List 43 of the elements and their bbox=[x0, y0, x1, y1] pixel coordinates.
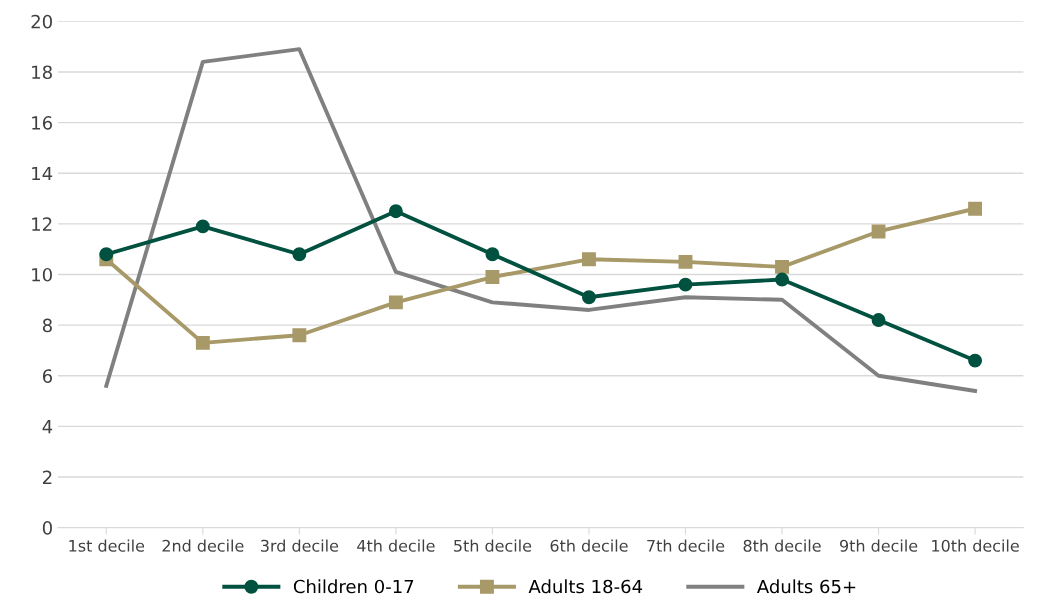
y-tick-label: 6 bbox=[42, 369, 53, 383]
y-tick-label: 2 bbox=[43, 470, 52, 484]
y-tick-label: 16 bbox=[32, 116, 53, 130]
point bbox=[292, 247, 307, 262]
x-tick-label: 1st decile bbox=[69, 539, 145, 552]
y-tick-label: 20 bbox=[31, 14, 52, 29]
x-tick-label: 5th decile bbox=[454, 539, 532, 552]
y-tick-label: 4 bbox=[42, 420, 53, 434]
point bbox=[292, 328, 307, 343]
point bbox=[678, 277, 693, 292]
point bbox=[485, 247, 500, 262]
y-tick-label: 8 bbox=[42, 318, 52, 333]
point bbox=[871, 313, 886, 328]
legend-label: Children 0-17 bbox=[293, 579, 414, 594]
y-tick-label: 18 bbox=[32, 65, 52, 80]
x-tick-label: 8th decile bbox=[743, 539, 821, 552]
x-tick-label: 9th decile bbox=[840, 539, 918, 552]
point bbox=[968, 353, 983, 368]
point bbox=[968, 201, 983, 216]
x-tick-label: 10th decile bbox=[932, 539, 1019, 552]
point bbox=[678, 254, 693, 269]
point bbox=[485, 270, 500, 284]
y-tick-label: 12 bbox=[32, 217, 52, 231]
point bbox=[195, 219, 210, 234]
x-tick-label: 4th decile bbox=[357, 539, 435, 552]
x-tick-label: 2nd decile bbox=[162, 539, 244, 552]
point bbox=[388, 295, 403, 310]
point bbox=[582, 290, 596, 305]
point bbox=[99, 247, 114, 262]
y-tick-label: 14 bbox=[32, 166, 53, 181]
legend-label: Adults 65+ bbox=[756, 579, 856, 594]
y-tick-label: 10 bbox=[32, 267, 52, 282]
point bbox=[775, 259, 789, 274]
legend-label: Adults 18-64 bbox=[528, 579, 643, 594]
x-tick-label: 6th decile bbox=[550, 539, 628, 552]
x-tick-label: 7th decile bbox=[647, 539, 725, 552]
y-tick-label: 0 bbox=[42, 521, 52, 535]
point bbox=[582, 252, 596, 267]
line-series bbox=[104, 47, 978, 393]
point bbox=[388, 204, 403, 219]
x-tick-label: 3rd decile bbox=[261, 539, 339, 552]
point bbox=[195, 335, 210, 350]
point bbox=[775, 272, 789, 287]
